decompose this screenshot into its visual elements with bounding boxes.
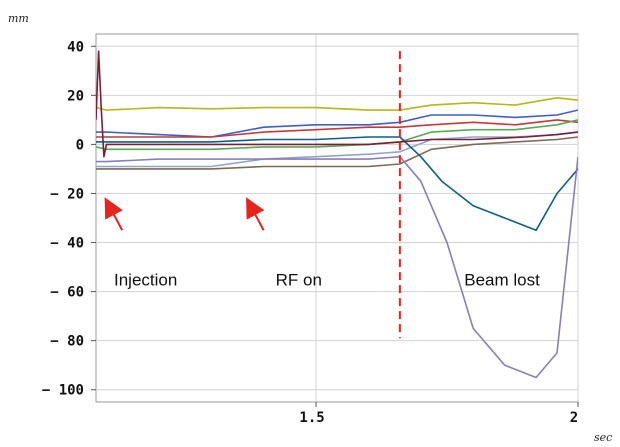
series-line-0	[96, 97, 578, 111]
x-tick-label-0: 1.5	[299, 410, 324, 426]
y-tick-label-2: 0	[76, 137, 84, 153]
series-line-1	[96, 109, 578, 138]
x-tick-label-1: 2	[570, 410, 578, 426]
annotation-label-2: Beam lost	[464, 270, 540, 289]
y-tick-label-3: − 20	[50, 186, 84, 202]
y-tick-label-6: − 80	[50, 334, 84, 350]
y-unit-label: mm	[8, 12, 29, 25]
annotation-arrow-0	[104, 197, 124, 231]
series-line-2	[96, 119, 578, 138]
annotation-label-1: RF on	[276, 270, 322, 289]
series-line-5	[96, 136, 578, 170]
y-tick-label-7: − 100	[42, 383, 84, 399]
annotation-label-0: Injection	[114, 270, 177, 289]
y-tick-label-4: − 40	[50, 236, 84, 252]
series-line-8	[96, 50, 578, 158]
y-tick-label-5: − 60	[50, 285, 84, 301]
y-tick-label-0: 40	[67, 39, 84, 55]
annotation-arrow-1	[246, 197, 265, 231]
x-unit-label: sec	[594, 431, 612, 444]
y-tick-label-1: 20	[67, 88, 84, 104]
